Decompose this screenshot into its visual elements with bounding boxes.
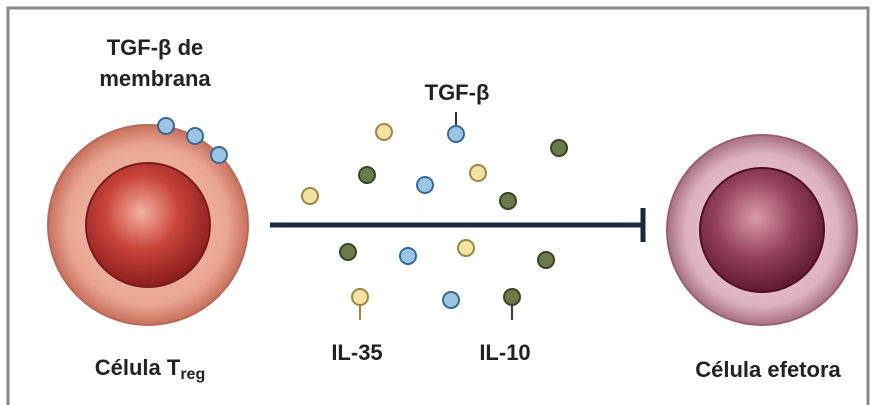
il35-label: IL-35 xyxy=(331,340,382,365)
effector-cell-label: Célula efetora xyxy=(695,357,841,382)
frame xyxy=(6,6,870,405)
treg-cell xyxy=(47,124,249,326)
treg-subscript: reg xyxy=(180,366,205,383)
membrane-tgf-molecules xyxy=(157,117,228,164)
treg-cell-label: Célula Treg xyxy=(95,355,205,383)
membrane-tgf-label: membrana xyxy=(99,66,211,91)
inhibition-arrow xyxy=(270,208,646,242)
il10-molecules xyxy=(339,139,568,320)
membrane-tgf-label: TGF-β de xyxy=(107,35,204,60)
tgf-molecules xyxy=(399,112,465,309)
il10-label: IL-10 xyxy=(479,340,530,365)
il35-molecules xyxy=(301,123,487,320)
treg-text: Célula T xyxy=(95,355,181,380)
effector-cell xyxy=(666,134,858,326)
tgf-label: TGF-β xyxy=(425,80,490,105)
